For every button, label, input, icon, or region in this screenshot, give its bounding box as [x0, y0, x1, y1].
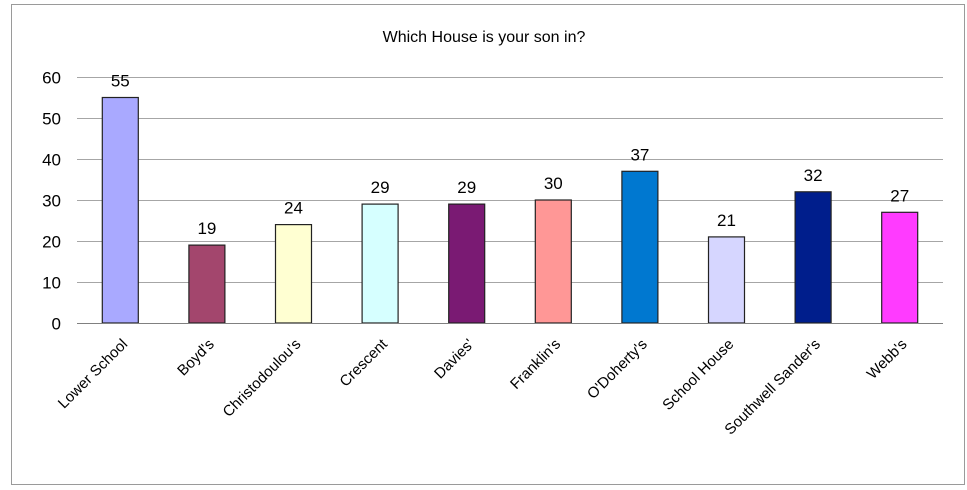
data-label-4: 29	[457, 178, 476, 197]
y-tick-label: 30	[42, 192, 61, 211]
y-tick-label: 10	[42, 274, 61, 293]
bar-1	[189, 245, 225, 323]
bar-7	[709, 237, 745, 323]
chart-title: Which House is your son in?	[383, 29, 586, 46]
data-label-1: 19	[197, 219, 216, 238]
bar-9	[882, 212, 918, 323]
data-label-7: 21	[717, 211, 736, 230]
bar-3	[362, 204, 398, 323]
data-label-0: 55	[111, 72, 130, 91]
data-label-3: 29	[371, 178, 390, 197]
y-tick-label: 0	[52, 315, 61, 334]
y-tick-label: 40	[42, 151, 61, 170]
bar-5	[535, 200, 571, 323]
bar-8	[795, 192, 831, 323]
bar-4	[449, 204, 485, 323]
data-label-6: 37	[630, 145, 649, 164]
y-tick-label: 60	[42, 69, 61, 88]
bar-2	[276, 225, 312, 323]
data-label-5: 30	[544, 174, 563, 193]
y-tick-label: 20	[42, 233, 61, 252]
bar-6	[622, 171, 658, 323]
bar-0	[102, 98, 138, 324]
y-tick-label: 50	[42, 110, 61, 129]
data-label-9: 27	[890, 186, 909, 205]
data-label-2: 24	[284, 199, 303, 218]
data-label-8: 32	[804, 166, 823, 185]
